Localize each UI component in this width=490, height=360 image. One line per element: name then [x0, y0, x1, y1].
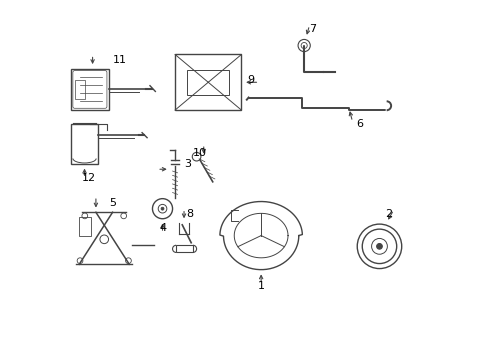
Bar — [71, 69, 109, 110]
Circle shape — [377, 243, 382, 249]
Bar — [176, 245, 193, 252]
Text: 7: 7 — [310, 24, 317, 35]
Bar — [175, 54, 242, 110]
Text: 1: 1 — [258, 281, 265, 291]
Circle shape — [161, 207, 164, 210]
Bar — [187, 70, 229, 95]
Text: 8: 8 — [186, 209, 193, 219]
Text: 6: 6 — [356, 120, 363, 129]
Text: 4: 4 — [159, 224, 166, 233]
Text: 12: 12 — [82, 173, 96, 183]
Text: 5: 5 — [109, 198, 116, 208]
Text: 10: 10 — [193, 148, 207, 158]
Text: 2: 2 — [385, 209, 392, 219]
Text: 3: 3 — [184, 159, 191, 169]
Text: 9: 9 — [247, 75, 254, 85]
Bar — [71, 125, 98, 164]
Text: 11: 11 — [113, 55, 126, 65]
Bar — [74, 80, 85, 99]
Bar — [79, 217, 92, 236]
